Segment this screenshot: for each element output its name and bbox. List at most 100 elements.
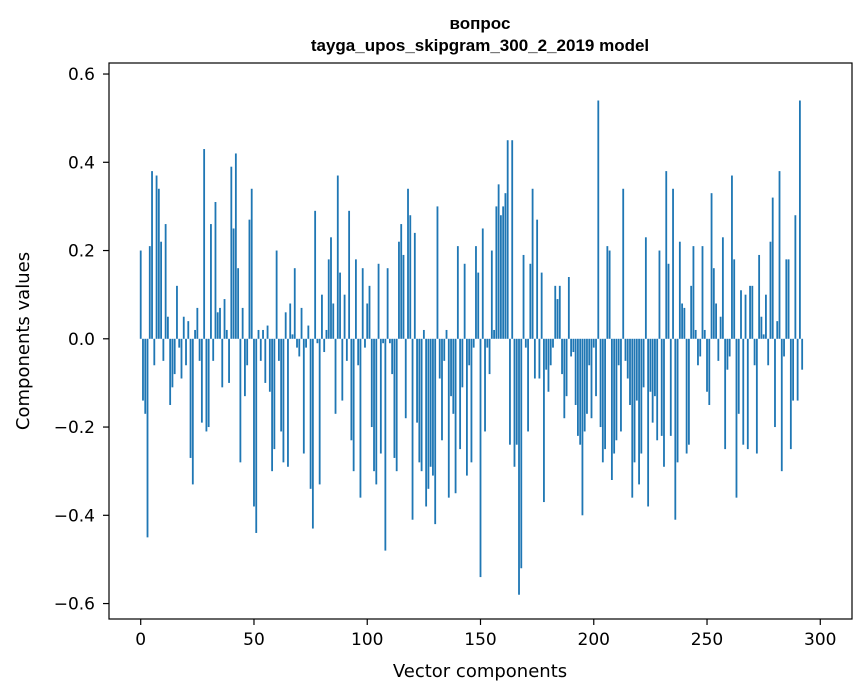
bar-17	[178, 338, 181, 348]
bar-246	[697, 338, 699, 366]
bar-158	[497, 184, 500, 339]
bar-36	[221, 338, 224, 388]
bar-154	[488, 338, 491, 375]
bar-149	[477, 272, 480, 339]
y-axis-label: Components values	[13, 252, 34, 430]
bar-130	[434, 338, 437, 525]
bar-44	[239, 338, 242, 463]
bar-147	[472, 338, 475, 348]
bar-201	[595, 338, 597, 397]
bar-67	[291, 334, 294, 339]
y-tick-label: 0.0	[68, 330, 95, 350]
bar-189	[567, 277, 570, 339]
bar-70	[298, 338, 301, 357]
bar-198	[588, 338, 591, 366]
bar-152	[484, 338, 486, 432]
bar-66	[289, 303, 292, 339]
bar-292	[801, 338, 804, 370]
bar-141	[459, 338, 462, 450]
x-tick-label: 250	[691, 630, 723, 650]
bar-93	[350, 338, 353, 441]
bar-230	[660, 338, 663, 436]
bar-79	[318, 338, 321, 485]
bar-234	[669, 338, 672, 436]
bar-186	[561, 338, 563, 375]
bar-263	[735, 338, 738, 498]
bar-281	[776, 321, 779, 339]
bar-181	[549, 338, 552, 366]
x-tick-label: 300	[804, 630, 836, 650]
bar-203	[599, 338, 602, 428]
x-tick-label: 200	[578, 630, 610, 650]
bar-102	[370, 338, 373, 428]
bar-88	[339, 272, 341, 339]
bar-224	[647, 338, 650, 507]
bar-134	[443, 338, 446, 361]
bar-136	[447, 338, 450, 498]
bar-227	[654, 338, 656, 397]
bar-76	[311, 338, 314, 529]
bar-127	[427, 338, 430, 489]
bar-1	[142, 338, 144, 401]
bar-122	[416, 338, 418, 423]
bar-223	[644, 237, 647, 339]
bar-266	[742, 338, 745, 445]
bar-91	[345, 338, 348, 361]
bar-124	[420, 338, 423, 472]
bar-245	[694, 329, 697, 339]
bar-216	[629, 338, 631, 405]
y-tick-label: 0.2	[68, 242, 95, 262]
bar-112	[393, 338, 396, 458]
bar-61	[277, 338, 280, 361]
bar-155	[490, 250, 493, 339]
bar-218	[633, 338, 636, 463]
bar-254	[715, 303, 717, 339]
bar-247	[699, 338, 702, 357]
bar-233	[667, 263, 670, 339]
bar-167	[518, 338, 520, 595]
bar-183	[554, 285, 557, 339]
bar-192	[574, 338, 577, 405]
bar-282	[778, 171, 781, 339]
bar-193	[576, 338, 579, 436]
bar-197	[586, 338, 588, 414]
bar-215	[626, 338, 629, 379]
bar-54	[262, 329, 264, 339]
bar-220	[638, 338, 640, 485]
bar-81	[323, 338, 326, 353]
bar-217	[631, 338, 634, 498]
bar-25	[196, 307, 199, 339]
bar-48	[248, 219, 251, 339]
bar-13	[169, 338, 172, 405]
bar-171	[527, 338, 529, 432]
bar-240	[683, 307, 686, 339]
bar-117	[404, 338, 407, 419]
bar-156	[493, 329, 495, 339]
bar-113	[395, 338, 398, 472]
bar-146	[470, 338, 473, 463]
bar-74	[307, 325, 310, 339]
bar-123	[418, 338, 421, 463]
bar-47	[246, 338, 249, 366]
bar-107	[382, 338, 385, 344]
bar-26	[198, 338, 201, 361]
bar-253	[712, 268, 715, 339]
bar-87	[336, 175, 339, 339]
bar-182	[552, 338, 554, 348]
bar-236	[674, 338, 677, 520]
bar-205	[604, 338, 606, 450]
bar-213	[622, 188, 625, 339]
bar-207	[608, 250, 611, 339]
bar-49	[250, 188, 253, 339]
bar-101	[368, 285, 371, 339]
bar-56	[266, 325, 269, 339]
bar-55	[264, 338, 267, 383]
x-axis-label: Vector components	[393, 661, 567, 682]
bar-5	[151, 171, 153, 339]
bar-120	[411, 338, 414, 520]
bar-6	[153, 338, 156, 366]
bar-244	[692, 246, 695, 339]
bar-139	[454, 338, 457, 494]
bar-211	[617, 338, 620, 366]
